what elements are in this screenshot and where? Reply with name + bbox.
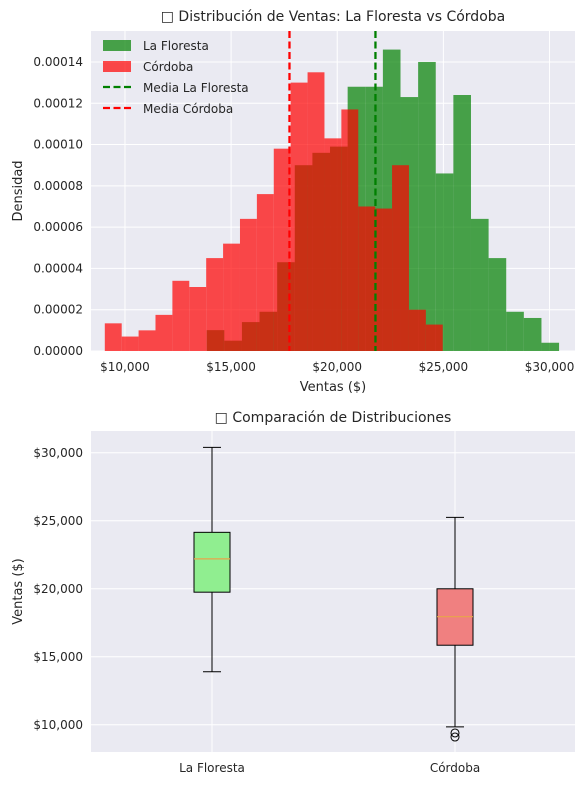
histogram-bar-la-floresta (488, 258, 507, 351)
histogram-bar-cordoba (375, 208, 393, 351)
histogram-bar-cordoba (206, 258, 224, 351)
y-tick-label: $10,000 (33, 718, 83, 732)
y-tick-label: 0.00010 (33, 138, 83, 152)
histogram-bar-cordoba (273, 148, 291, 351)
histogram-bar-cordoba (239, 218, 257, 351)
legend-label: La Floresta (143, 39, 209, 53)
histogram-bar-cordoba (189, 287, 207, 351)
histogram-bar-cordoba (121, 336, 139, 351)
histogram-bar-cordoba (341, 109, 359, 351)
histogram-bar-cordoba (392, 165, 409, 351)
x-tick-label: La Floresta (179, 761, 245, 775)
histogram-bar-la-floresta (470, 218, 489, 351)
histogram-bar-la-floresta (435, 173, 454, 351)
histogram-bar-la-floresta (541, 342, 560, 351)
box-la-floresta (193, 531, 231, 593)
y-axis-label: Ventas ($) (11, 558, 26, 625)
legend-label: Media Córdoba (143, 102, 233, 116)
legend-label: Córdoba (143, 60, 193, 74)
histogram-bar-cordoba (290, 82, 308, 351)
x-tick-label: $15,000 (206, 360, 256, 374)
histogram-bar-cordoba (104, 323, 122, 351)
histogram-bar-la-floresta (453, 95, 471, 351)
y-tick-label: $25,000 (33, 514, 83, 528)
y-tick-label: 0.00002 (33, 303, 83, 317)
histogram-bar-cordoba (138, 330, 156, 351)
x-tick-label: Córdoba (430, 761, 480, 775)
histogram-bar-cordoba (256, 194, 274, 351)
legend-swatch (103, 61, 131, 72)
histogram-bar-cordoba (155, 314, 173, 351)
y-tick-label: 0.00006 (33, 220, 83, 234)
legend-swatch (103, 40, 131, 51)
chart-title: □ Comparación de Distribuciones (215, 410, 452, 426)
histogram-chart: $10,000 $15,000 $20,000 $25,000 $30,000 0.000… (11, 9, 575, 395)
x-tick-label: $25,000 (419, 360, 469, 374)
chart-title: □ Distribución de Ventas: La Floresta vs… (161, 9, 505, 25)
y-tick-label: 0.00012 (33, 96, 83, 110)
y-tick-label: 0.00008 (33, 179, 83, 193)
x-tick-label: $20,000 (312, 360, 362, 374)
outlier-point-cordoba (450, 732, 460, 742)
y-tick-label: 0.00004 (33, 261, 83, 275)
y-axis-label: Densidad (11, 160, 26, 221)
histogram-bar-cordoba (172, 280, 190, 351)
y-tick-label: 0.00014 (33, 55, 83, 69)
y-tick-label: $15,000 (33, 650, 83, 664)
histogram-bar-la-floresta (418, 61, 436, 351)
histogram-bar-cordoba (223, 243, 240, 351)
histogram-bar-cordoba (324, 138, 342, 351)
legend-label: Media La Floresta (143, 81, 249, 95)
x-tick-label: $30,000 (525, 360, 575, 374)
histogram-bar-cordoba (425, 324, 443, 351)
outlier-point-cordoba (450, 728, 460, 738)
x-tick-label: $10,000 (100, 360, 150, 374)
histogram-bar-cordoba (358, 206, 376, 351)
boxplot-chart: $10,000 $15,000 $20,000 $25,000 $30,000 La Fl… (11, 410, 575, 775)
histogram-bar-la-floresta (506, 311, 524, 351)
x-axis-label: Ventas ($) (300, 380, 367, 395)
y-tick-label: $30,000 (33, 446, 83, 460)
y-tick-label: $20,000 (33, 582, 83, 596)
y-tick-label: 0.00000 (33, 344, 83, 358)
histogram-bar-cordoba (408, 309, 426, 351)
plot-area (91, 431, 575, 752)
histogram-bar-la-floresta (523, 317, 542, 351)
histogram-bar-cordoba (307, 72, 325, 352)
